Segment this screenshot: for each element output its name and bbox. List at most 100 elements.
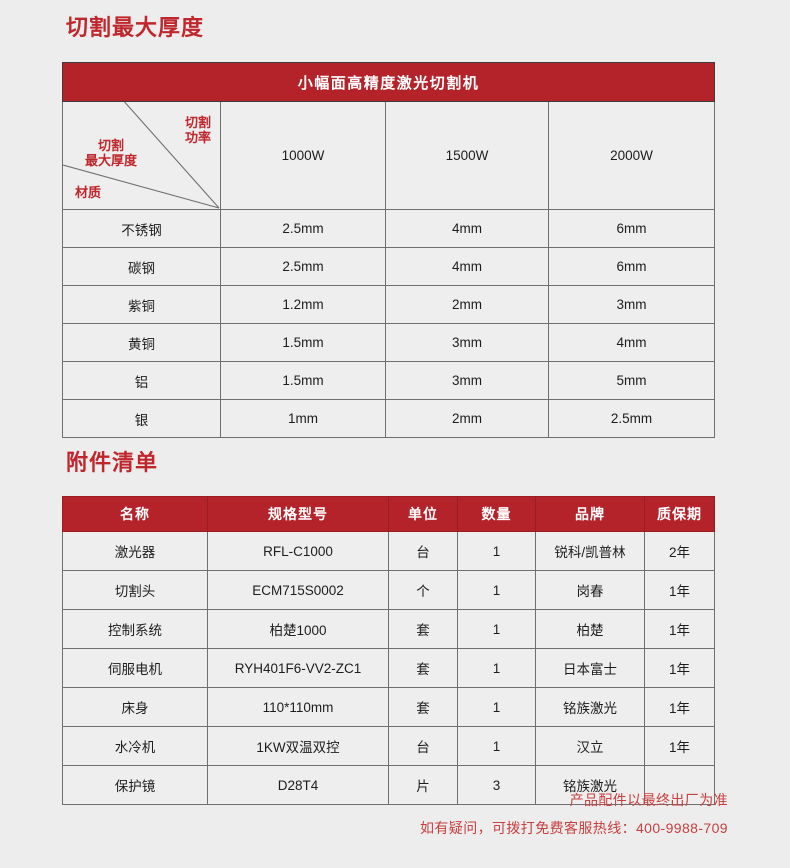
corner-label-max-thickness: 切割 最大厚度 [85, 138, 137, 169]
accessories-header-name: 名称 [62, 496, 208, 532]
accessory-unit-cell: 片 [388, 765, 458, 805]
table-row: 激光器 RFL-C1000 台 1 锐科/凯普林 2年 [62, 531, 715, 571]
accessory-model-cell: ECM715S0002 [207, 570, 389, 610]
accessory-name-cell: 保护镜 [62, 765, 208, 805]
accessory-warranty-cell: 2年 [644, 531, 715, 571]
accessory-qty-cell: 1 [457, 648, 536, 688]
accessory-name-cell: 控制系统 [62, 609, 208, 649]
table-row: 床身 110*110mm 套 1 铭族激光 1年 [62, 687, 715, 727]
table-row: 紫铜 1.2mm 2mm 3mm [62, 285, 716, 324]
material-name-cell: 碳钢 [62, 247, 221, 286]
accessory-name-cell: 激光器 [62, 531, 208, 571]
accessory-warranty-cell: 1年 [644, 648, 715, 688]
accessory-unit-cell: 套 [388, 609, 458, 649]
corner-label-thickness-line1: 切割 [98, 138, 125, 153]
corner-label-cutting-power: 切割 功率 [185, 115, 211, 146]
table-row: 黄铜 1.5mm 3mm 4mm [62, 323, 716, 362]
thickness-value-cell: 4mm [385, 209, 549, 248]
accessory-brand-cell: 铭族激光 [535, 765, 645, 805]
accessory-warranty-cell: 1年 [644, 609, 715, 649]
accessory-qty-cell: 1 [457, 609, 536, 649]
table-row: 保护镜 D28T4 片 3 铭族激光 [62, 765, 715, 805]
accessory-qty-cell: 1 [457, 570, 536, 610]
material-name-cell: 银 [62, 399, 221, 438]
accessories-header-warranty: 质保期 [644, 496, 715, 532]
thickness-value-cell: 5mm [547, 361, 716, 400]
diagonal-split-lines-icon [63, 102, 220, 209]
page-title-accessories: 附件清单 [66, 450, 159, 475]
accessory-model-cell: RYH401F6-VV2-ZC1 [207, 648, 389, 688]
thickness-value-cell: 2.5mm [220, 247, 386, 286]
power-column-header-1: 1500W [385, 101, 549, 210]
material-name-cell: 不锈钢 [62, 209, 221, 248]
thickness-value-cell: 6mm [547, 209, 716, 248]
thickness-value-cell: 3mm [547, 285, 716, 324]
material-name-cell: 紫铜 [62, 285, 221, 324]
corner-split-header-cell: 切割 功率 切割 最大厚度 材质 [62, 101, 221, 210]
accessories-header-row: 名称 规格型号 单位 数量 品牌 质保期 [62, 496, 715, 532]
accessory-brand-cell: 岗春 [535, 570, 645, 610]
thickness-value-cell: 3mm [385, 323, 549, 362]
thickness-value-cell: 2.5mm [220, 209, 386, 248]
accessory-warranty-cell [644, 765, 715, 805]
corner-label-thickness-line2: 最大厚度 [85, 153, 138, 169]
accessory-warranty-cell: 1年 [644, 726, 715, 766]
table-row: 水冷机 1KW双温双控台 1 汉立 1年 [62, 726, 715, 766]
accessory-model-cell: D28T4 [207, 765, 389, 805]
table-row: 碳钢 2.5mm 4mm 6mm [62, 247, 716, 286]
accessory-qty-cell: 1 [457, 531, 536, 571]
accessory-brand-cell: 铭族激光 [535, 687, 645, 727]
table-header-row: 切割 功率 切割 最大厚度 材质 1000W 1500W 2000W [62, 101, 716, 210]
accessories-header-unit: 单位 [388, 496, 458, 532]
accessory-unit-cell: 个 [388, 570, 458, 610]
thickness-value-cell: 2.5mm [547, 399, 716, 438]
accessory-name-cell: 床身 [62, 687, 208, 727]
table-row: 伺服电机 RYH401F6-VV2-ZC1 套 1 日本富士 1年 [62, 648, 715, 688]
accessory-model-cell: 柏楚1000 [207, 609, 389, 649]
page-title-cutting-thickness: 切割最大厚度 [66, 15, 205, 40]
table-banner-row: 小幅面高精度激光切割机 [61, 62, 716, 102]
table-row: 银 1mm 2mm 2.5mm [62, 399, 716, 438]
thickness-value-cell: 2mm [385, 399, 549, 438]
accessories-header-model: 规格型号 [207, 496, 389, 532]
material-name-cell: 黄铜 [62, 323, 221, 362]
footer-note-primary: 产品配件以最终出厂为准 [569, 792, 728, 808]
accessory-brand-cell: 锐科/凯普林 [535, 531, 645, 571]
cutting-thickness-table: 小幅面高精度激光切割机 切割 功率 切割 最大厚度 材 [61, 62, 716, 438]
accessory-qty-cell: 3 [457, 765, 536, 805]
thickness-value-cell: 1.5mm [220, 361, 386, 400]
thickness-value-cell: 2mm [385, 285, 549, 324]
table-row: 切割头 ECM715S0002 个 1 岗春 1年 [62, 570, 715, 610]
accessory-warranty-cell: 1年 [644, 687, 715, 727]
thickness-value-cell: 1.5mm [220, 323, 386, 362]
thickness-value-cell: 6mm [547, 247, 716, 286]
table-row: 不锈钢 2.5mm 4mm 6mm [62, 209, 716, 248]
material-name-cell: 铝 [62, 361, 221, 400]
accessory-brand-cell: 汉立 [535, 726, 645, 766]
accessory-unit-cell: 台 [388, 726, 458, 766]
accessory-brand-cell: 柏楚 [535, 609, 645, 649]
accessories-header-brand: 品牌 [535, 496, 645, 532]
accessory-model-cell: 1KW双温双控 [207, 726, 389, 766]
corner-label-material: 材质 [75, 184, 102, 200]
accessory-model-cell: 110*110mm [207, 687, 389, 727]
thickness-value-cell: 3mm [385, 361, 549, 400]
accessory-unit-cell: 台 [388, 531, 458, 571]
thickness-value-cell: 1mm [220, 399, 386, 438]
accessory-model-cell: RFL-C1000 [207, 531, 389, 571]
thickness-value-cell: 1.2mm [220, 285, 386, 324]
accessory-name-cell: 伺服电机 [62, 648, 208, 688]
footer-note-hotline: 如有疑问，可拨打免费客服热线：400-9988-709 [420, 820, 728, 836]
power-column-header-0: 1000W [220, 101, 386, 210]
thickness-value-cell: 4mm [547, 323, 716, 362]
accessories-table: 名称 规格型号 单位 数量 品牌 质保期 激光器 RFL-C1000 台 1 锐科/凯普… [62, 496, 715, 805]
accessory-qty-cell: 1 [457, 687, 536, 727]
corner-label-power-line1: 切割 [184, 115, 211, 130]
accessory-brand-cell: 日本富士 [535, 648, 645, 688]
machine-banner-title: 小幅面高精度激光切割机 [61, 62, 716, 102]
table-row: 控制系统 柏楚1000 套 1 柏楚 1年 [62, 609, 715, 649]
power-column-header-2: 2000W [547, 101, 716, 210]
accessory-name-cell: 水冷机 [62, 726, 208, 766]
thickness-value-cell: 4mm [385, 247, 549, 286]
